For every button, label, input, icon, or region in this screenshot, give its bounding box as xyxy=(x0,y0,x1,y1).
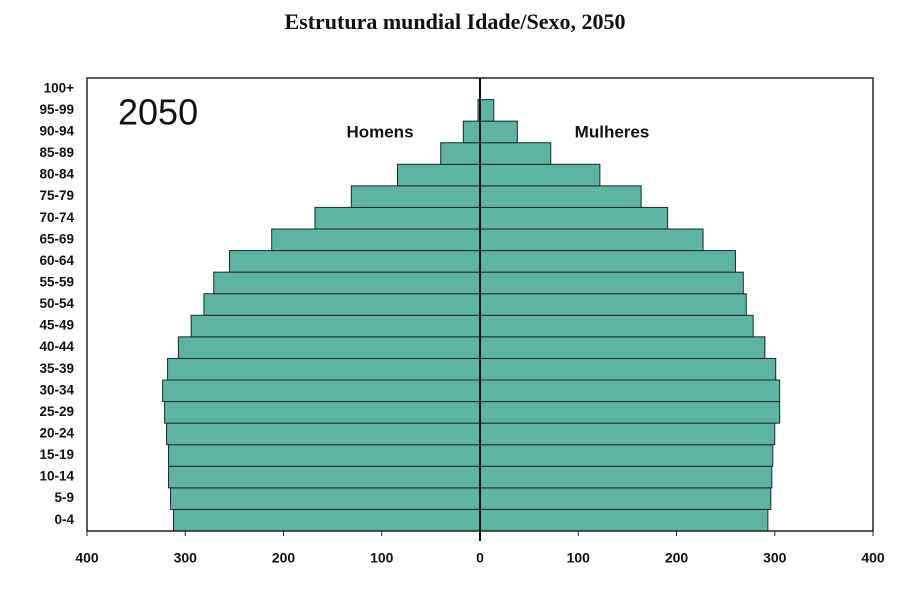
y-tick-label: 5-9 xyxy=(54,490,74,505)
x-tick-label: 200 xyxy=(665,550,689,566)
bar xyxy=(479,250,736,273)
y-tick-label: 35-39 xyxy=(39,361,74,376)
y-tick-label: 90-94 xyxy=(39,123,74,138)
bar xyxy=(396,163,481,187)
bar xyxy=(164,401,481,424)
x-tick-label: 400 xyxy=(75,550,99,566)
bar xyxy=(479,379,781,403)
bar xyxy=(203,293,481,316)
bar xyxy=(479,206,669,230)
bar xyxy=(479,271,744,295)
bar xyxy=(190,314,481,338)
bar xyxy=(213,271,481,295)
y-tick-label: 60-64 xyxy=(39,253,74,268)
bar xyxy=(479,314,754,338)
bar xyxy=(167,357,481,381)
y-tick-label: 10-14 xyxy=(39,469,74,484)
x-tick-label: 300 xyxy=(174,550,198,566)
bar xyxy=(166,422,481,446)
y-tick-label: 85-89 xyxy=(39,145,74,160)
x-tick-label: 0 xyxy=(476,550,484,566)
y-tick-label: 70-74 xyxy=(39,210,74,225)
annotation: 2050 xyxy=(118,92,198,133)
y-tick-label: 30-34 xyxy=(39,382,74,397)
bar xyxy=(228,250,481,273)
y-tick-label: 80-84 xyxy=(39,167,74,182)
bar xyxy=(479,185,642,208)
y-tick-label: 25-29 xyxy=(39,404,74,419)
bar xyxy=(170,487,481,510)
y-tick-label: 75-79 xyxy=(39,188,74,203)
bar xyxy=(479,401,781,424)
y-tick-label: 65-69 xyxy=(39,231,74,246)
x-tick-label: 400 xyxy=(861,550,885,566)
x-tick-label: 200 xyxy=(272,550,296,566)
bar xyxy=(479,444,774,467)
bar xyxy=(172,508,481,532)
y-tick-label: 15-19 xyxy=(39,447,74,462)
x-tick-label: 100 xyxy=(567,550,591,566)
series-label: Mulheres xyxy=(575,122,650,141)
bar xyxy=(479,336,766,359)
bar xyxy=(479,163,601,187)
y-tick-label: 0-4 xyxy=(54,512,74,527)
chart-title: Estrutura mundial Idade/Sexo, 2050 xyxy=(284,9,625,34)
y-tick-label: 95-99 xyxy=(39,102,74,117)
bar xyxy=(479,293,747,316)
bar xyxy=(168,444,481,467)
bar xyxy=(177,336,481,359)
bar xyxy=(479,422,776,446)
bar xyxy=(479,487,772,510)
y-tick-label: 40-44 xyxy=(39,339,74,354)
bar xyxy=(479,120,518,144)
y-tick-label: 45-49 xyxy=(39,318,74,333)
bar xyxy=(479,142,552,165)
x-tick-label: 100 xyxy=(370,550,394,566)
bar xyxy=(479,465,773,489)
y-tick-label: 20-24 xyxy=(39,425,74,440)
x-tick-label: 300 xyxy=(763,550,787,566)
bar xyxy=(271,228,481,252)
bar xyxy=(314,206,481,230)
bar xyxy=(440,142,481,165)
bar xyxy=(479,99,495,122)
bar xyxy=(350,185,481,208)
y-tick-label: 50-54 xyxy=(39,296,74,311)
series-label: Homens xyxy=(346,122,413,141)
bar xyxy=(479,228,704,252)
bar xyxy=(162,379,481,403)
y-tick-label: 100+ xyxy=(44,80,75,95)
bar xyxy=(479,508,769,532)
y-tick-label: 55-59 xyxy=(39,274,74,289)
bar xyxy=(168,465,481,489)
bar xyxy=(462,120,481,144)
bar xyxy=(479,357,777,381)
